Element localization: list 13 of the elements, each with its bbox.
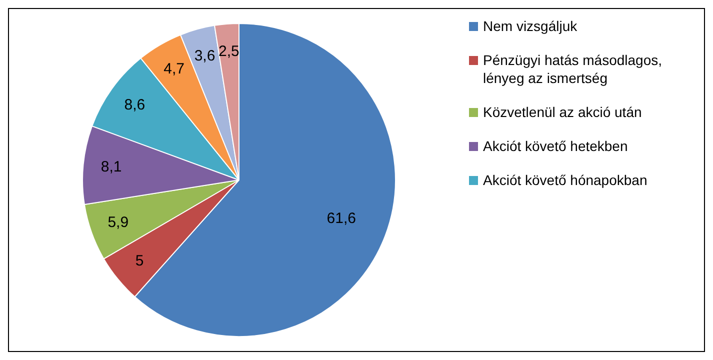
data-label: 61,6	[326, 210, 356, 228]
data-label: 2,5	[218, 43, 240, 60]
legend-label: Akciót követő hónapokban	[483, 171, 648, 189]
legend-label: Nem vizsgáljuk	[483, 17, 578, 35]
legend-label: Akciót követő hetekben	[483, 137, 628, 155]
legend-label: Pénzügyi hatás másodlagos, lényeg az ismertség	[483, 51, 663, 87]
data-label: 3,6	[194, 47, 216, 64]
data-label: 5	[135, 252, 144, 270]
legend-label: Közvetlenül az akció után	[483, 103, 642, 121]
data-label: 5,9	[108, 214, 129, 232]
data-label: 8,1	[100, 158, 122, 176]
data-label: 4,7	[164, 60, 184, 78]
data-label: 8,6	[124, 96, 146, 114]
